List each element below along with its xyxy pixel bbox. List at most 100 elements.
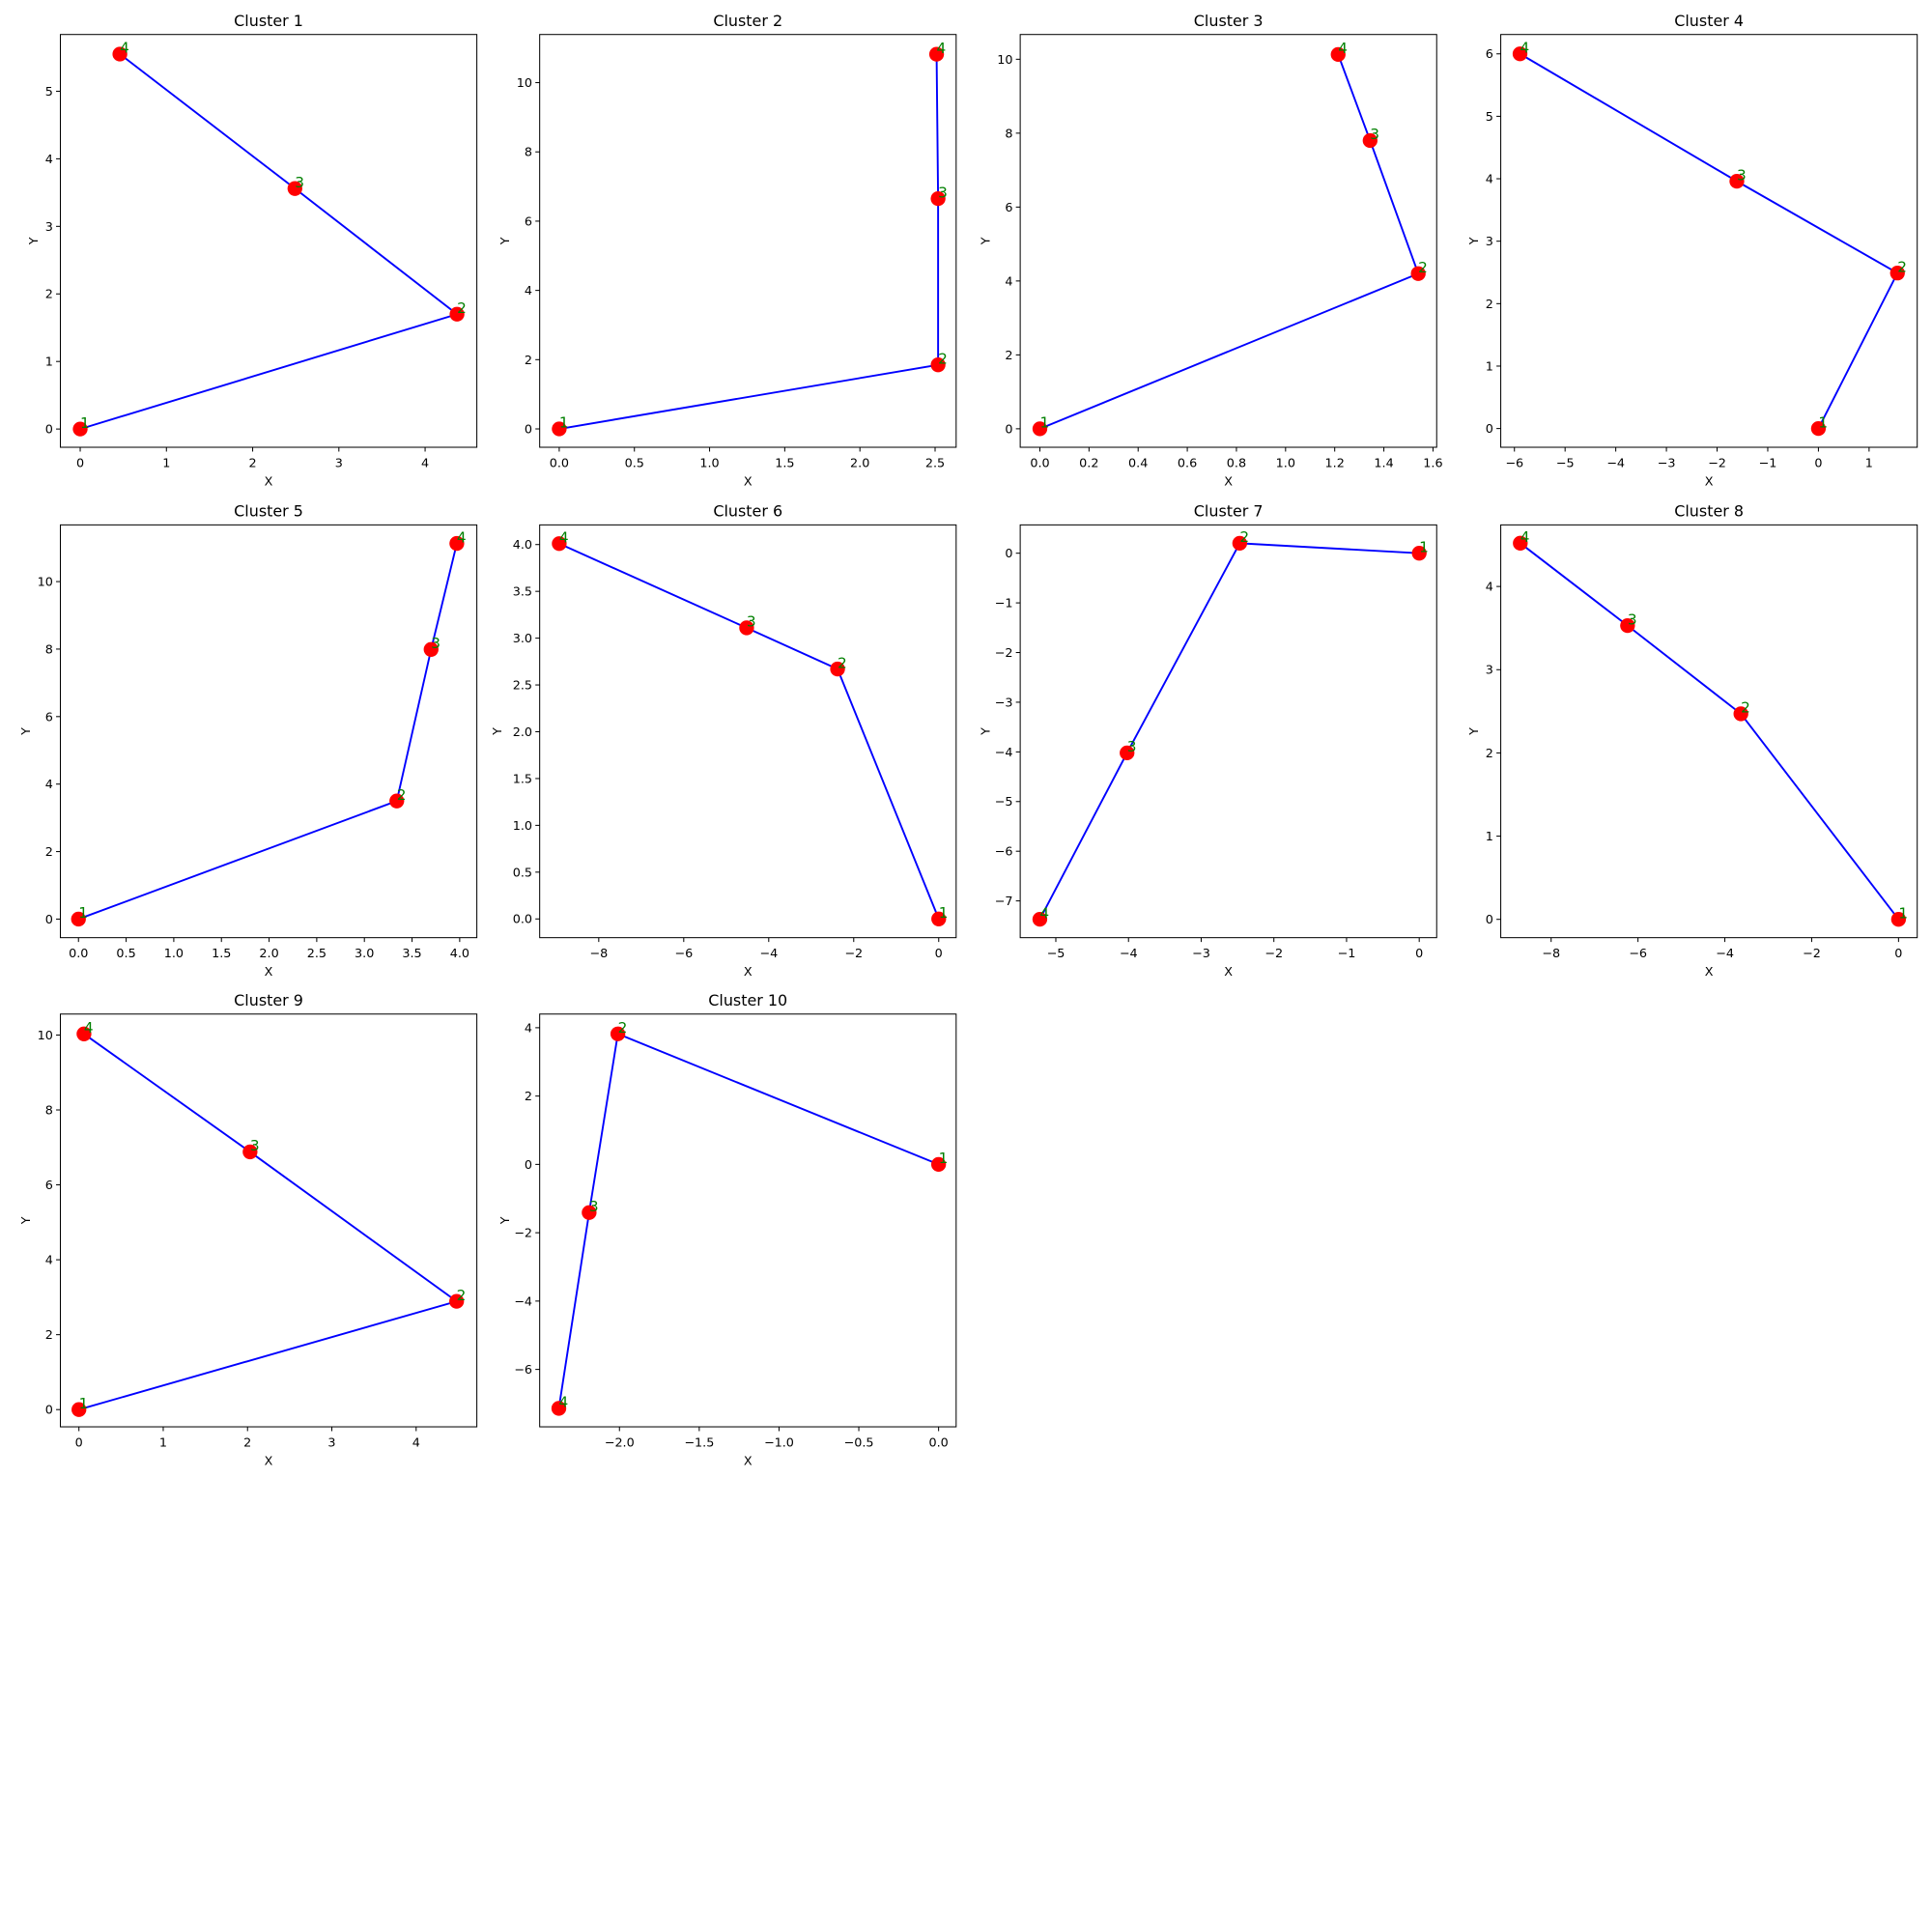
x-tick-label: −3: [1658, 456, 1676, 470]
y-tick-label: 8: [45, 1103, 53, 1118]
y-axis-label: Y: [1467, 237, 1482, 245]
y-tick-label: 5: [45, 85, 53, 99]
y-tick-label: 3: [1486, 235, 1493, 249]
point-label: 2: [1418, 259, 1428, 276]
y-tick-label: 10: [517, 76, 532, 91]
x-tick-label: 0: [1814, 456, 1822, 470]
point-label: 2: [1239, 528, 1249, 546]
point-label: 3: [431, 635, 440, 652]
point-marker: [1889, 266, 1905, 281]
cluster-line: [79, 53, 460, 431]
point-marker: [1411, 546, 1427, 561]
x-tick-label: 4: [412, 1435, 420, 1450]
cluster-line: [1520, 52, 1899, 430]
point-marker: [930, 190, 946, 207]
y-tick-label: 4: [525, 284, 532, 298]
y-tick-label: −2: [995, 646, 1013, 661]
cluster-line: [1039, 54, 1420, 430]
y-tick-label: 2: [45, 845, 53, 860]
point-label: 4: [1520, 528, 1530, 546]
x-tick-label: −1: [1338, 947, 1356, 961]
cluster-line: [1520, 542, 1900, 921]
point-label: 3: [1127, 738, 1137, 755]
y-tick-label: 4: [1486, 173, 1493, 187]
point-label: 1: [79, 1395, 89, 1412]
y-tick-label: 4: [45, 778, 53, 792]
point-label: 2: [938, 350, 948, 367]
x-axis-label: X: [1224, 965, 1233, 980]
subplot: Cluster 2 0.0 0.5 1.0 1.5 2.0 2.5 0 2 4 6 8 10 X Y 1 2 3 4: [498, 12, 957, 490]
subplot: Cluster 1 0 1 2 3 4 0 1 2 3 4 5 X Y 1 2 3 4: [27, 12, 478, 490]
x-tick-label: −5: [1047, 947, 1065, 961]
y-tick-label: 8: [525, 146, 532, 160]
point-label: 1: [1818, 413, 1828, 431]
x-tick-label: 4.0: [450, 947, 469, 961]
y-axis-label: Y: [979, 237, 993, 245]
point-label: 4: [559, 528, 569, 546]
y-axis-label: Y: [498, 237, 513, 245]
x-tick-label: −1.0: [764, 1435, 794, 1450]
x-tick-label: −4: [759, 947, 778, 961]
x-tick-label: 1: [159, 1435, 167, 1450]
point-label: 4: [84, 1019, 94, 1037]
x-tick-label: 0.2: [1079, 456, 1098, 470]
point-label: 3: [1737, 166, 1747, 184]
y-tick-label: 4: [1486, 581, 1493, 595]
subplot-title: Cluster 6: [713, 501, 782, 520]
point-label: 1: [78, 904, 88, 922]
x-tick-label: 0.5: [116, 947, 135, 961]
cluster-line: [558, 54, 940, 430]
subplot-title: Cluster 10: [708, 991, 787, 1009]
x-tick-label: 0.0: [69, 947, 88, 961]
x-tick-label: 1.2: [1325, 456, 1345, 470]
y-tick-label: 0.0: [513, 913, 532, 927]
x-tick-label: 0: [75, 1435, 83, 1450]
point-marker: [1512, 46, 1528, 62]
subplot: Cluster 8 −8 −6 −4 −2 0 0 1 2 3 4 X Y 1 2 3 4: [1467, 501, 1918, 980]
point-marker: [389, 793, 405, 809]
y-tick-label: 0: [1005, 422, 1012, 437]
point-marker: [71, 911, 86, 927]
x-tick-label: −6: [674, 947, 693, 961]
point-marker: [449, 535, 465, 552]
subplot-title: Cluster 2: [713, 12, 782, 30]
cluster-line: [77, 543, 458, 921]
point-marker: [449, 1293, 465, 1309]
y-tick-label: 3: [1486, 664, 1493, 678]
point-label: 2: [1897, 258, 1907, 275]
y-tick-label: 6: [1486, 47, 1493, 62]
y-axis-label: Y: [19, 727, 34, 736]
y-tick-label: 5: [1486, 110, 1493, 125]
y-tick-label: 2.5: [513, 679, 532, 694]
plot-frame: [59, 1013, 478, 1428]
x-tick-label: 2.5: [925, 456, 945, 470]
x-tick-label: −6: [1505, 456, 1523, 470]
x-axis-label: X: [1224, 475, 1233, 490]
point-marker: [1733, 706, 1748, 722]
y-tick-label: 4: [1005, 274, 1012, 289]
subplot: Cluster 9 0 1 2 3 4 0 2 4 6 8 10 X Y 1 2 3 4: [19, 991, 478, 1469]
y-tick-label: 10: [38, 576, 53, 590]
x-tick-label: −8: [1542, 947, 1560, 961]
x-tick-label: 1: [1865, 456, 1873, 470]
y-tick-label: 2: [45, 1328, 53, 1343]
x-tick-label: 2.0: [259, 947, 278, 961]
y-tick-label: −4: [514, 1294, 532, 1309]
point-marker: [1362, 132, 1378, 149]
y-tick-label: −5: [995, 795, 1013, 810]
y-tick-label: 2: [525, 354, 532, 368]
point-label: 2: [397, 786, 407, 804]
y-tick-label: 2: [1486, 298, 1493, 312]
x-tick-label: 3: [327, 1435, 335, 1450]
point-marker: [287, 181, 302, 196]
y-tick-label: 0: [45, 913, 53, 927]
x-tick-label: 4: [421, 456, 429, 470]
y-tick-label: 2: [45, 288, 53, 302]
point-label: 2: [838, 654, 847, 671]
x-tick-label: 2: [248, 456, 256, 470]
plot-frame: [59, 34, 478, 448]
x-tick-label: −2: [1264, 947, 1283, 961]
x-axis-label: X: [744, 1455, 753, 1469]
y-tick-label: −2: [514, 1227, 532, 1241]
cluster-line: [78, 1033, 459, 1411]
